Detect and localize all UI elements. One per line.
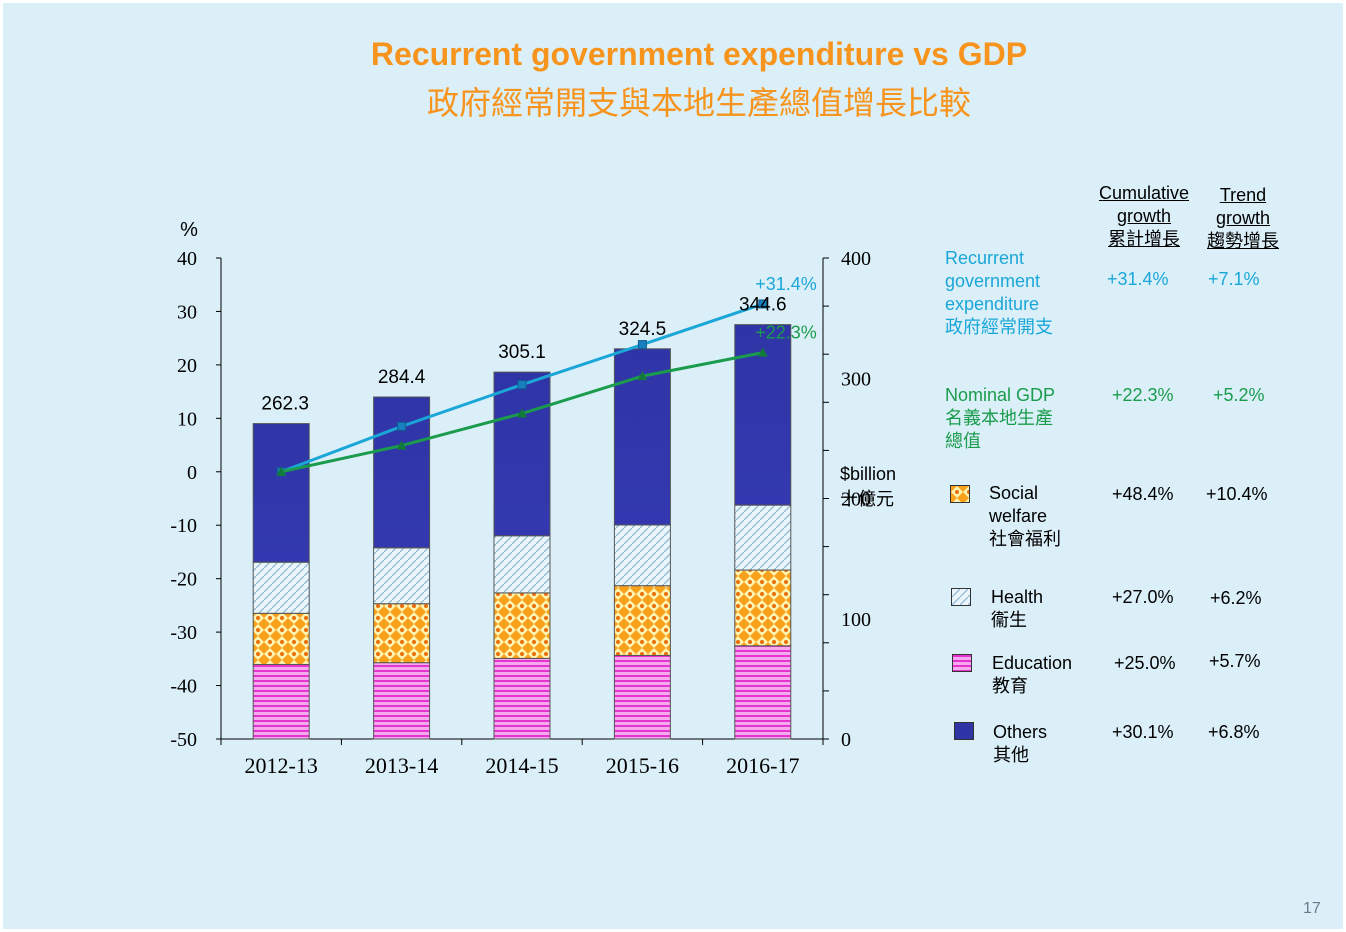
bar-segment-health	[373, 547, 431, 605]
bar-segment-education	[613, 654, 671, 740]
bar-total-label: 344.6	[739, 295, 787, 316]
bar-segment-education	[734, 645, 792, 740]
right-axis-tick-label: 0	[841, 729, 851, 751]
x-axis-tick-label: 2015-16	[606, 753, 679, 778]
left-axis-tick-label: 10	[177, 408, 197, 430]
series-point-gdp	[276, 466, 287, 476]
left-axis-tick-label: 20	[177, 355, 197, 377]
right-axis-unit: $billion	[840, 464, 896, 484]
right-axis-unit-cn: 十億元	[840, 489, 894, 510]
series-point-gdp	[396, 440, 407, 450]
bar-segment-social-welfare	[734, 569, 792, 647]
slide-background	[3, 3, 1343, 929]
bar-segment-education	[373, 662, 431, 740]
left-axis-tick-label: 30	[177, 301, 197, 323]
bar-segment-social-welfare	[373, 603, 431, 664]
bar-segment-social-welfare	[493, 592, 551, 659]
series-end-label: +22.3%	[755, 323, 817, 343]
series-point-recurrent	[637, 340, 647, 350]
bar-segment-social-welfare	[252, 612, 310, 665]
x-axis-tick-label: 2013-14	[365, 753, 438, 778]
series-point-gdp	[637, 371, 648, 381]
bar-segment-education	[493, 657, 551, 740]
bar-segment-social-welfare	[613, 585, 671, 656]
series-point-gdp	[757, 347, 768, 357]
left-axis-tick-label: -40	[170, 676, 197, 698]
bar-total-label: 324.5	[619, 319, 667, 340]
left-axis-tick-label: -30	[170, 622, 197, 644]
bar-segment-health	[613, 524, 671, 587]
bar-total-label: 284.4	[378, 367, 426, 388]
bar-segment-others	[493, 371, 551, 537]
series-point-recurrent	[758, 299, 768, 309]
bar-segment-health	[252, 561, 310, 614]
left-axis-tick-label: 0	[187, 462, 197, 484]
bar-segment-others	[252, 423, 310, 563]
right-axis-tick-label: 300	[841, 368, 871, 390]
bar-total-label: 305.1	[498, 342, 546, 363]
bar-segment-health	[493, 535, 551, 594]
right-axis-tick-label: 400	[841, 248, 871, 270]
left-axis-tick-label: 40	[177, 248, 197, 270]
chart-title: Recurrent government expenditure vs GDP	[370, 36, 1028, 72]
bar-segment-health	[734, 504, 792, 571]
chart-subtitle: 政府經常開支與本地生產總值增長比較	[426, 84, 971, 122]
x-axis-tick-label: 2012-13	[245, 753, 318, 778]
bar-segment-education	[252, 663, 310, 740]
left-axis-tick-label: -50	[170, 729, 197, 751]
series-point-recurrent	[517, 380, 527, 390]
page-number: 17	[1303, 900, 1321, 917]
right-axis-tick-label: 100	[841, 609, 871, 631]
left-axis-tick-label: -10	[170, 515, 197, 537]
right-axis-tick-label: 200	[841, 489, 871, 511]
series-point-recurrent	[397, 421, 407, 431]
bar-total-label: 262.3	[261, 394, 309, 415]
x-axis-tick-label: 2014-15	[485, 753, 558, 778]
left-axis-unit: %	[180, 219, 198, 241]
x-axis-tick-label: 2016-17	[726, 753, 799, 778]
left-axis-tick-label: -20	[170, 569, 197, 591]
series-end-label: +31.4%	[755, 274, 817, 294]
series-point-gdp	[517, 408, 527, 418]
